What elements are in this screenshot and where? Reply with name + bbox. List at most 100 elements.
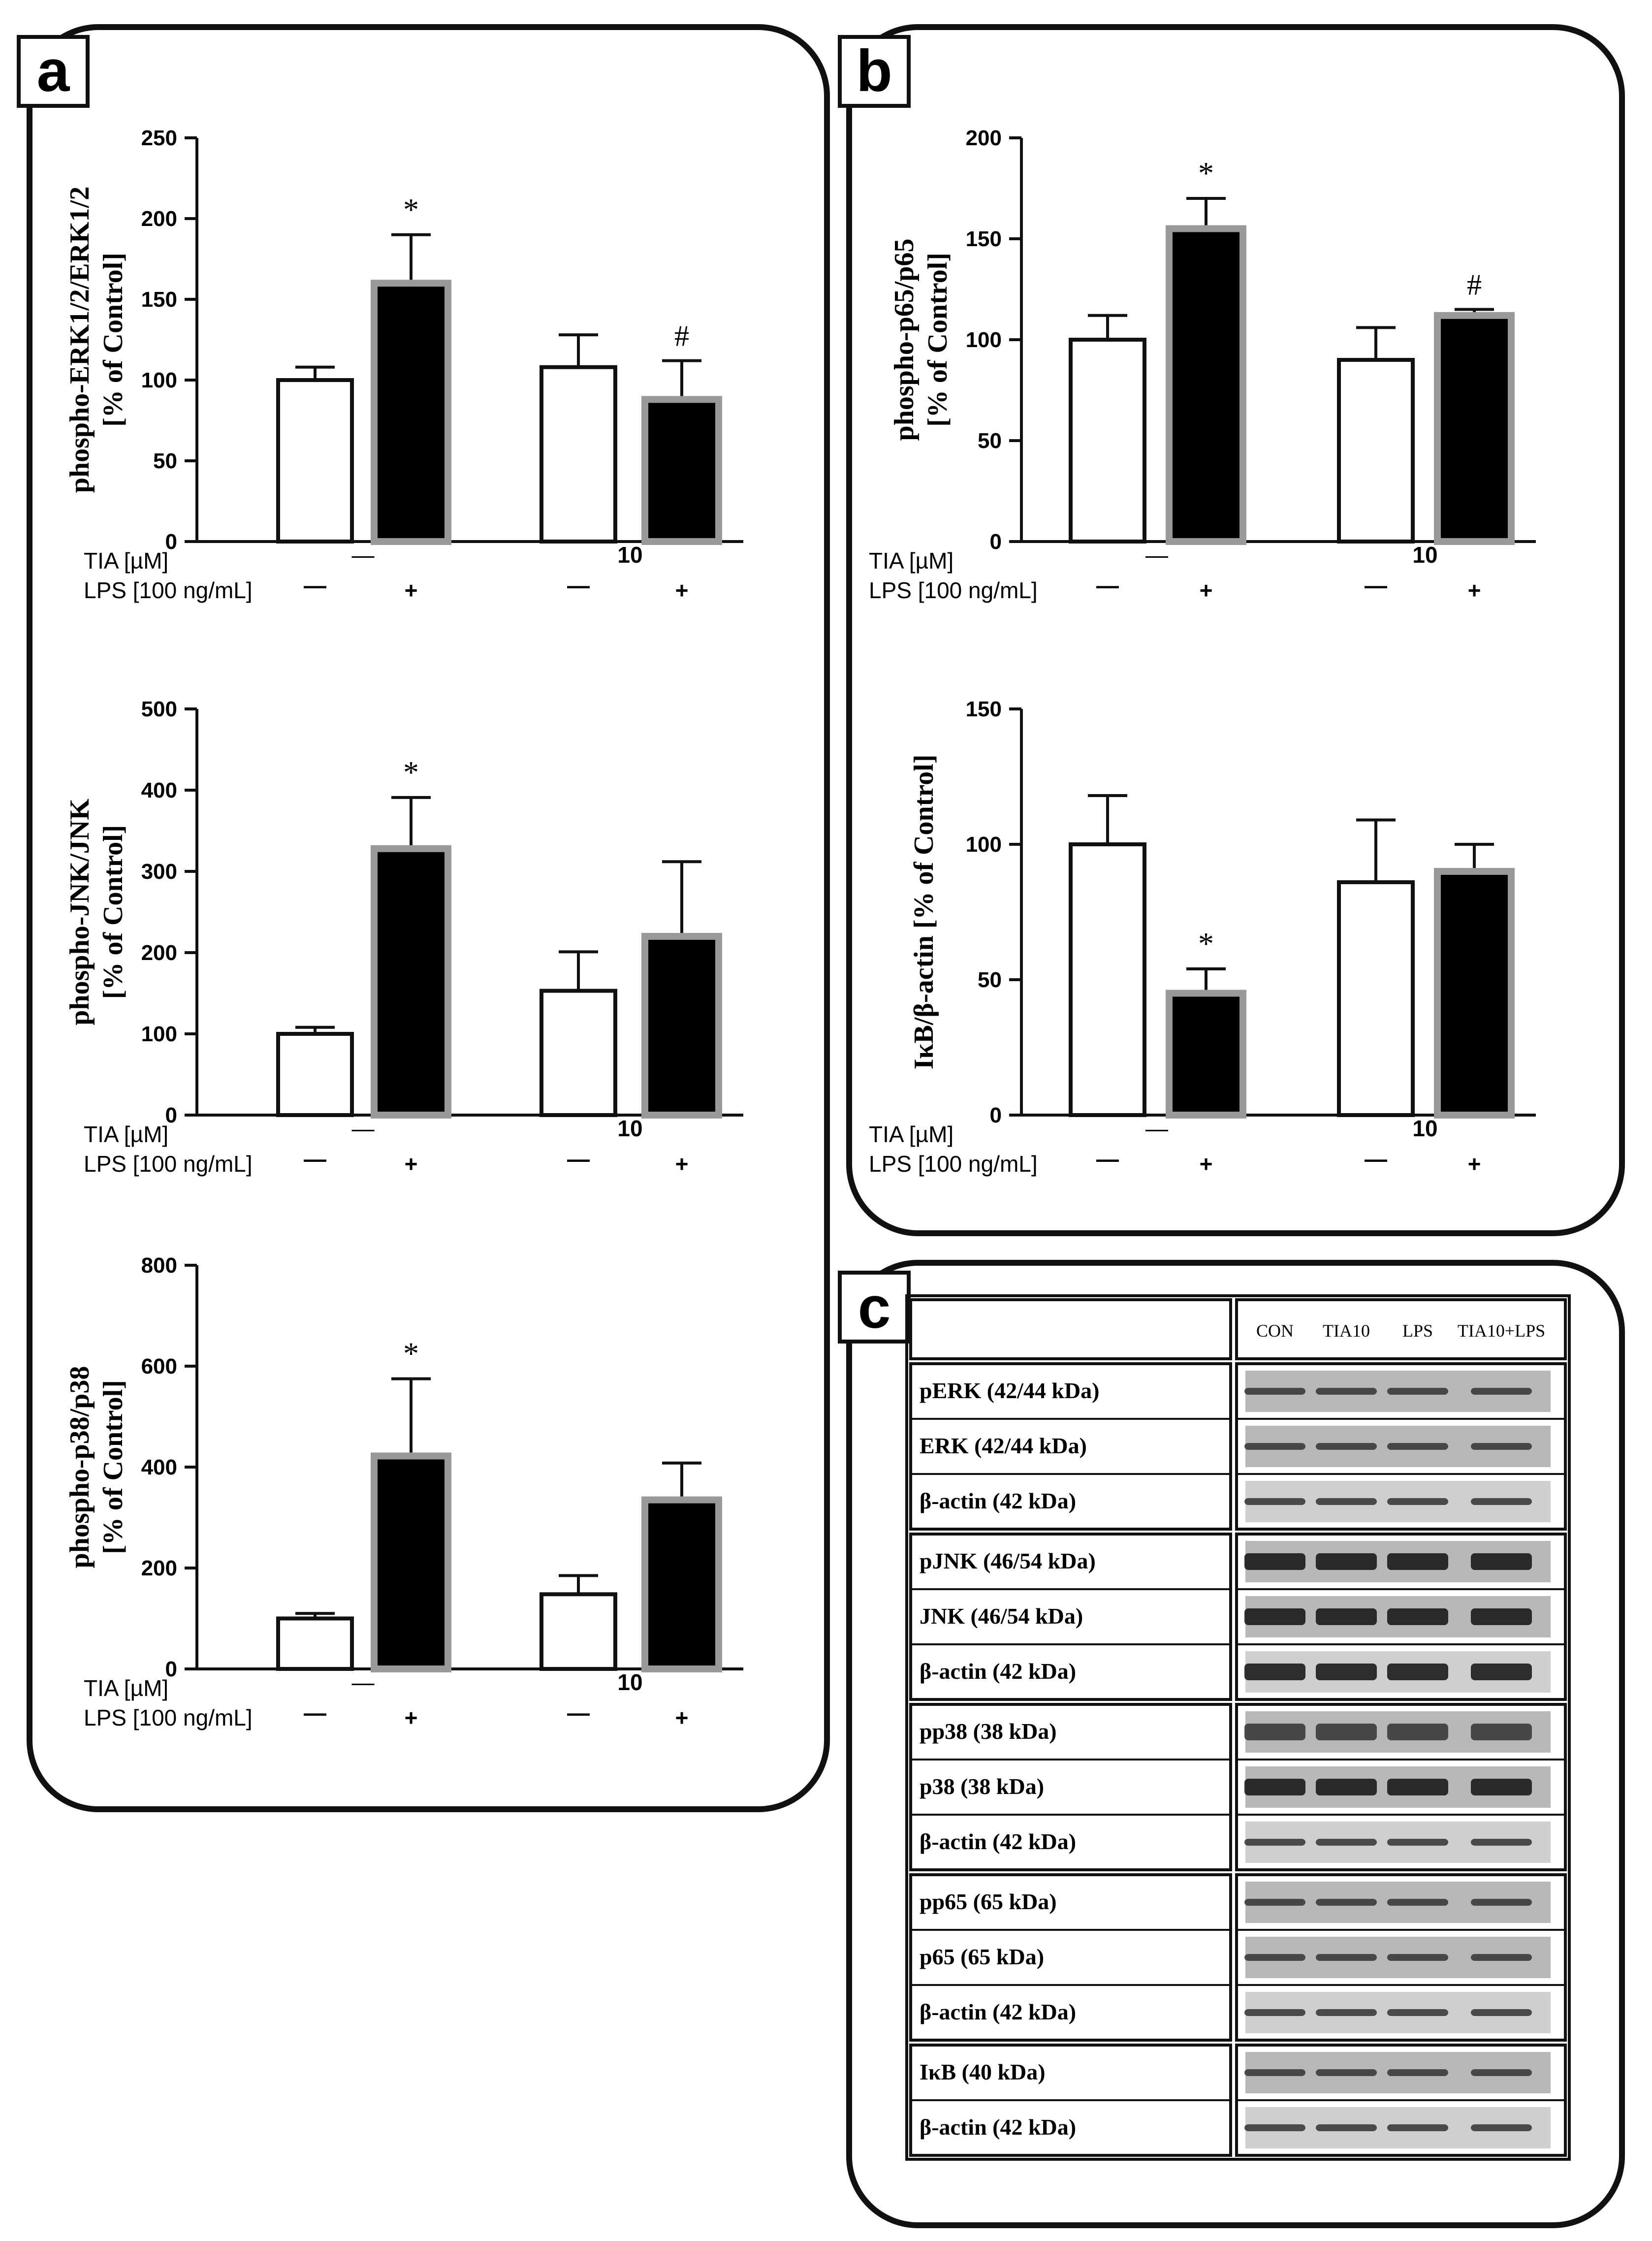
panel-c-frame <box>846 1260 1625 2228</box>
lps-value: — <box>304 573 326 598</box>
lps-row-label: LPS [100 ng/mL] <box>84 1151 253 1177</box>
bar-lps <box>641 396 722 545</box>
panel-a-label-box <box>17 35 90 108</box>
blot-band <box>1471 1443 1532 1450</box>
blot-band <box>1387 1443 1448 1450</box>
panel-b-frame <box>846 24 1625 1236</box>
blot-band <box>1387 1664 1448 1680</box>
tia-value-10: 10 <box>617 542 642 568</box>
blot-band <box>1244 1724 1305 1740</box>
tia-value-none: — <box>352 1669 375 1695</box>
lps-value: + <box>1468 577 1481 603</box>
blot-group-labels <box>909 1362 1232 1531</box>
y-tick-label: 0 <box>165 1103 177 1127</box>
y-axis-label-line1: IκB/β-actin [% of Control] <box>909 755 939 1070</box>
blot-band <box>1316 1839 1377 1846</box>
y-axis-label-line1: phospho-p38/p38 <box>64 1366 95 1569</box>
y-tick-label: 250 <box>141 126 177 150</box>
blot-band <box>1316 1899 1377 1906</box>
tia-value-none: — <box>352 1116 375 1141</box>
chart-erk: 0 50 100 150 200 250 phospho-ERK1/2/ERK1/2 [% o… <box>64 126 743 603</box>
y-axis-label: IκB/β-actin [% of Control] <box>909 755 939 1070</box>
y-tick-label: 600 <box>141 1354 177 1378</box>
blot-band <box>1471 1899 1532 1906</box>
blot-row-label: β-actin (42 kDa) <box>920 1659 1076 1684</box>
blot-band <box>1316 2069 1377 2076</box>
tia-value-none: — <box>1145 542 1168 568</box>
lane-label: LPS <box>1402 1321 1433 1341</box>
lps-value: — <box>567 1146 590 1172</box>
blot-row-label: IκB (40 kDa) <box>920 2059 1046 2084</box>
blot-band <box>1244 1954 1305 1961</box>
blot-band <box>1244 2009 1305 2016</box>
y-tick-label: 200 <box>141 207 177 231</box>
lps-row-label: LPS [100 ng/mL] <box>84 1705 253 1730</box>
blot-band <box>1316 1388 1377 1395</box>
blot-row-label: β-actin (42 kDa) <box>920 1999 1076 2024</box>
blot-row-label: p38 (38 kDa) <box>920 1774 1044 1799</box>
blot-row-label: pp65 (65 kDa) <box>920 1889 1057 1914</box>
blot-group-labels <box>909 1533 1232 1701</box>
y-tick-label: 50 <box>978 968 1002 992</box>
bar-lps <box>371 845 451 1119</box>
lps-value: — <box>304 1146 326 1172</box>
y-tick-label: 100 <box>966 832 1002 857</box>
tia-row-label: TIA [µM] <box>84 1121 168 1147</box>
blot-band <box>1244 1608 1305 1625</box>
lps-value: + <box>1200 577 1213 603</box>
y-axis-label: phospho-JNK/JNK [% of Control] <box>64 799 128 1025</box>
blot-band <box>1244 1779 1305 1795</box>
blot-band <box>1244 2069 1305 2076</box>
y-tick-label: 400 <box>141 1455 177 1479</box>
blot-group-labels <box>909 1873 1232 2042</box>
lane-label: TIA10+LPS <box>1458 1321 1545 1341</box>
bar-control <box>1069 842 1146 1117</box>
blot-band <box>1244 1839 1305 1846</box>
lps-row-label: LPS [100 ng/mL] <box>84 577 253 603</box>
y-tick-label: 0 <box>990 1103 1002 1127</box>
panel-c-label-box <box>838 1271 911 1344</box>
chart-p65: 0 50 100 150 200 phospho-p65/p65 [% of Control… <box>869 126 1536 603</box>
tia-value-none: — <box>1145 1116 1168 1141</box>
tia-value-none: — <box>352 542 375 568</box>
blot-band <box>1387 2009 1448 2016</box>
bar-lps <box>371 280 451 545</box>
tia-value-10: 10 <box>617 1116 642 1141</box>
y-tick-label: 0 <box>165 530 177 554</box>
bar-control <box>1337 358 1415 544</box>
y-tick-label: 200 <box>141 1556 177 1580</box>
bar-control <box>540 989 617 1118</box>
bar-control <box>276 1032 354 1117</box>
significance-star: * <box>1198 926 1214 961</box>
significance-hash: # <box>674 320 689 352</box>
blot-band <box>1387 1498 1448 1505</box>
header-lanes-cell <box>1235 1298 1567 1360</box>
tia-value-10: 10 <box>1412 1116 1437 1141</box>
blot-band <box>1316 1779 1377 1795</box>
tia-value-10: 10 <box>617 1669 642 1695</box>
blot-row-label: p65 (65 kDa) <box>920 1944 1044 1969</box>
blot-band <box>1387 1608 1448 1625</box>
y-tick-label: 200 <box>966 126 1002 150</box>
blot-band <box>1387 1553 1448 1570</box>
blot-band <box>1316 2124 1377 2131</box>
tia-row-label: TIA [µM] <box>869 1121 953 1147</box>
bar-lps <box>1166 990 1246 1119</box>
blot-band <box>1471 2069 1532 2076</box>
y-tick-label: 100 <box>966 328 1002 352</box>
blot-row-label: JNK (46/54 kDa) <box>920 1603 1083 1629</box>
y-tick-label: 0 <box>165 1657 177 1681</box>
blot-band <box>1387 1899 1448 1906</box>
blot-band <box>1387 1954 1448 1961</box>
lps-row-label: LPS [100 ng/mL] <box>869 1151 1038 1177</box>
y-axis-label-line2: [% of Control] <box>98 1380 128 1554</box>
blot-band <box>1387 2069 1448 2076</box>
blot-band <box>1244 1899 1305 1906</box>
panel-b-label: b <box>856 38 892 104</box>
chart-p38: 0 200 400 600 800 phospho-p38/p38 [% of Contro… <box>64 1253 743 1730</box>
lps-value: — <box>1096 573 1119 598</box>
blot-band <box>1471 2009 1532 2016</box>
bar-control <box>540 1592 617 1671</box>
blot-row-label: β-actin (42 kDa) <box>920 2114 1076 2140</box>
